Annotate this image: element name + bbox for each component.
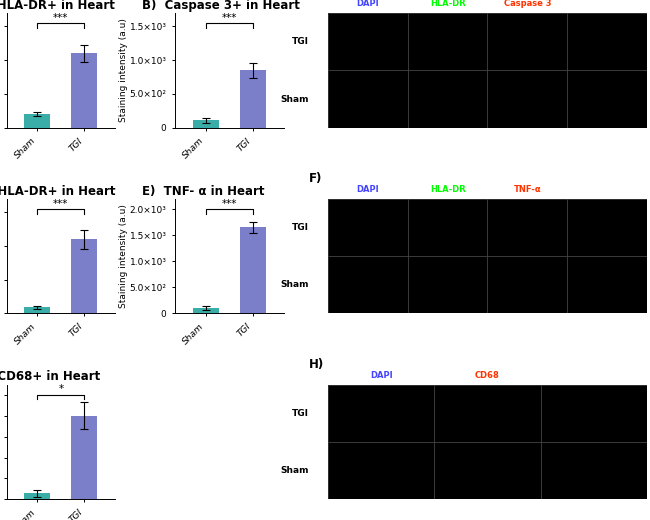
Text: TNF-α: TNF-α — [514, 185, 541, 194]
Bar — [408, 70, 488, 128]
Text: CD68: CD68 — [475, 371, 500, 380]
Bar — [240, 70, 266, 128]
Bar — [488, 13, 567, 70]
Bar — [541, 442, 647, 499]
Text: DAPI: DAPI — [370, 371, 393, 380]
Bar — [72, 416, 98, 499]
Bar — [567, 13, 647, 70]
Text: TGI: TGI — [292, 223, 309, 232]
Text: Caspase 3: Caspase 3 — [504, 0, 551, 8]
Bar — [567, 199, 647, 256]
Bar — [328, 199, 408, 256]
Text: E)  TNF- α in Heart: E) TNF- α in Heart — [142, 185, 265, 198]
Bar — [488, 70, 567, 128]
Bar — [24, 307, 50, 314]
Text: Merged: Merged — [589, 0, 625, 8]
Bar — [328, 256, 408, 314]
Text: Sham: Sham — [281, 280, 309, 289]
Bar — [240, 227, 266, 314]
Bar — [24, 493, 50, 499]
Bar — [72, 54, 98, 128]
Bar — [328, 442, 434, 499]
Text: ***: *** — [53, 13, 68, 23]
Text: DAPI: DAPI — [357, 185, 380, 194]
Text: G)  CD68+ in Heart: G) CD68+ in Heart — [0, 370, 100, 383]
Bar — [328, 70, 408, 128]
Text: B)  Caspase 3+ in Heart: B) Caspase 3+ in Heart — [142, 0, 300, 12]
Bar — [567, 256, 647, 314]
Text: F): F) — [309, 172, 322, 185]
Bar — [192, 308, 218, 314]
Bar — [434, 384, 541, 442]
Y-axis label: Staining intensity (a.u): Staining intensity (a.u) — [119, 204, 128, 308]
Bar — [488, 256, 567, 314]
Bar — [328, 384, 434, 442]
Text: ***: *** — [222, 13, 237, 23]
Bar — [328, 13, 408, 70]
Text: *: * — [58, 384, 64, 394]
Y-axis label: Staining intensity (a.u): Staining intensity (a.u) — [119, 18, 128, 122]
Text: TGI: TGI — [292, 37, 309, 46]
Text: D)  HLA-DR+ in Heart: D) HLA-DR+ in Heart — [0, 185, 116, 198]
Bar — [541, 384, 647, 442]
Bar — [408, 199, 488, 256]
Bar — [488, 199, 567, 256]
Text: ***: *** — [53, 199, 68, 209]
Text: H): H) — [309, 358, 324, 371]
Text: HLA-DR: HLA-DR — [430, 0, 465, 8]
Bar — [434, 442, 541, 499]
Text: Merged: Merged — [576, 371, 612, 380]
Text: HLA-DR: HLA-DR — [430, 185, 465, 194]
Text: Sham: Sham — [281, 466, 309, 475]
Bar — [408, 13, 488, 70]
Bar — [24, 114, 50, 128]
Bar — [72, 239, 98, 314]
Text: Sham: Sham — [281, 95, 309, 103]
Bar — [192, 120, 218, 128]
Text: A)  HLA-DR+ in Heart: A) HLA-DR+ in Heart — [0, 0, 115, 12]
Text: TGI: TGI — [292, 409, 309, 418]
Bar — [567, 70, 647, 128]
Bar — [408, 256, 488, 314]
Text: DAPI: DAPI — [357, 0, 380, 8]
Text: Merged: Merged — [589, 185, 625, 194]
Text: ***: *** — [222, 199, 237, 209]
